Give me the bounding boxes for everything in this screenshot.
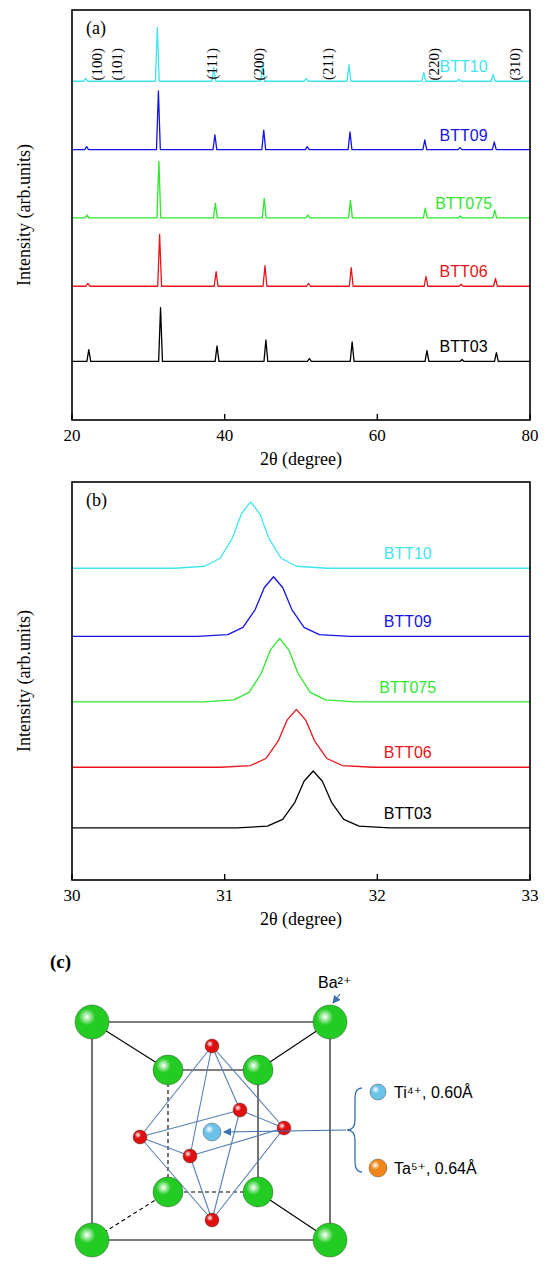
x-axis-title: 2θ (degree): [260, 449, 342, 470]
cube-edge: [167, 1070, 168, 1192]
o-atom: [233, 1103, 247, 1117]
series-name: BTT09: [440, 127, 488, 144]
peak-label: (111): [204, 48, 221, 79]
x-tick: [224, 414, 225, 420]
cube-edge: [140, 1137, 190, 1156]
x-tick-label: 20: [64, 426, 81, 445]
ba-atom: [243, 1177, 273, 1207]
ba-atom: [75, 1005, 109, 1039]
ba-atom: [75, 1223, 109, 1257]
o-atom: [133, 1130, 147, 1144]
pointer: [333, 994, 340, 1003]
panel-0: 20 40 60 80 2θ (degree) Intensity (arb.units)…: [14, 10, 539, 470]
series-name: BTT10: [384, 545, 432, 562]
x-tick-label: 30: [64, 886, 81, 905]
ba-atom: [313, 1223, 347, 1257]
series-name: BTT06: [384, 744, 432, 761]
cube-edge: [190, 1156, 212, 1220]
ta-key: [369, 1159, 387, 1177]
xrd-line: [72, 638, 530, 701]
xrd-line: [72, 308, 530, 362]
cube-edge: [212, 1046, 284, 1128]
x-tick: [71, 874, 72, 880]
xrd-line: [72, 771, 530, 828]
o-atom: [205, 1039, 219, 1053]
series-name: BTT10: [440, 58, 488, 75]
cube-edge: [92, 1239, 330, 1240]
panel-label: (a): [86, 18, 106, 39]
ba-atom: [313, 1005, 347, 1039]
b-site-atom: [203, 1123, 221, 1141]
xrd-line: [72, 709, 530, 767]
x-tick-label: 80: [522, 426, 539, 445]
o-atom: [183, 1149, 197, 1163]
brace: [347, 1088, 362, 1172]
xrd-line: [72, 91, 530, 150]
series-name: BTT06: [440, 263, 488, 280]
xrd-line: [72, 235, 530, 287]
x-tick-label: 33: [522, 886, 539, 905]
diagram: (c) Ba²⁺ Ti⁴⁺, 0.60Å Ta⁵⁺, 0.64Å: [50, 951, 477, 1257]
peak-label: (100): [89, 48, 106, 81]
x-tick-label: 40: [216, 426, 233, 445]
pointer: [224, 1130, 346, 1132]
panel-label: (c): [50, 951, 71, 973]
x-tick: [377, 414, 378, 420]
series-name: BTT075: [435, 195, 492, 212]
cube-edge: [140, 1046, 212, 1137]
series-name: BTT03: [440, 338, 488, 355]
x-tick: [529, 874, 530, 880]
atom-label: Ti⁴⁺, 0.60Å: [394, 1083, 473, 1101]
x-tick: [224, 874, 225, 880]
series-name: BTT03: [384, 805, 432, 822]
peak-label: (211): [320, 48, 337, 80]
cube-edge: [212, 1128, 284, 1220]
x-axis-title: 2θ (degree): [260, 909, 342, 930]
x-tick-label: 31: [216, 886, 233, 905]
ba-atom: [153, 1177, 183, 1207]
xrd-line: [72, 28, 530, 82]
cube-edge: [140, 1137, 212, 1220]
peak-label: (220): [426, 48, 443, 81]
xrd-line: [72, 161, 530, 218]
ti-key: [370, 1084, 386, 1100]
data-group: [72, 502, 530, 828]
x-tick: [529, 414, 530, 420]
x-tick: [71, 414, 72, 420]
atom-label: Ta⁵⁺, 0.64Å: [394, 1159, 477, 1177]
x-tick: [377, 874, 378, 880]
cube-edge: [92, 1021, 330, 1022]
x-tick-label: 32: [369, 886, 386, 905]
y-axis-title: Intensity (arb.units): [14, 610, 35, 752]
plot-frame: [72, 482, 530, 880]
x-tick-label: 60: [369, 426, 386, 445]
ba-atom: [153, 1055, 183, 1085]
data-group: [72, 28, 530, 362]
panel-label: (b): [86, 490, 107, 511]
peak-label: (200): [251, 48, 268, 81]
cube-edge: [329, 1022, 330, 1240]
ba-atom: [243, 1055, 273, 1085]
cube-edge: [140, 1110, 240, 1137]
series-name: BTT075: [379, 679, 436, 696]
o-atom: [205, 1213, 219, 1227]
o-atom: [277, 1121, 291, 1135]
plot-frame: [72, 10, 530, 420]
xrd-line: [72, 502, 530, 568]
peak-label: (101): [109, 48, 126, 81]
series-name: BTT09: [384, 613, 432, 630]
atom-label: Ba²⁺: [318, 974, 351, 991]
cube-edge: [91, 1022, 92, 1240]
y-axis-title: Intensity (arb.units): [14, 144, 35, 286]
panel-1: 30 31 32 33 2θ (degree) Intensity (arb.units)…: [14, 482, 539, 930]
peak-label: (310): [507, 48, 524, 81]
xrd-line: [72, 577, 530, 637]
cube-edge: [212, 1046, 240, 1110]
figure: 20 40 60 80 2θ (degree) Intensity (arb.units)…: [0, 0, 549, 1280]
